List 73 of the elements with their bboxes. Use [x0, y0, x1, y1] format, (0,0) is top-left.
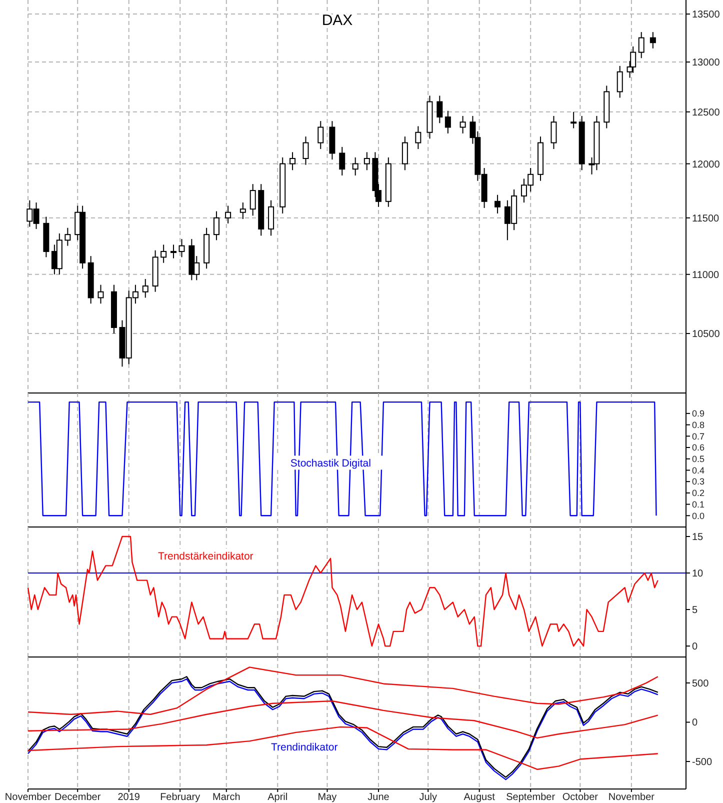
- y-tick-label: -500: [692, 757, 712, 768]
- x-tick-label: September: [506, 792, 556, 803]
- x-tick-label: July: [419, 792, 437, 803]
- candlestick: [436, 95, 443, 124]
- candlestick: [268, 200, 274, 236]
- line-series: [27, 700, 658, 739]
- y-tick-label: 0.9: [692, 408, 705, 419]
- candlestick: [240, 202, 246, 220]
- y-tick-label: 0.6: [692, 442, 705, 453]
- candlestick: [415, 126, 422, 150]
- candlestick: [402, 136, 408, 171]
- candlestick: [142, 278, 148, 298]
- candlestick: [250, 184, 256, 216]
- y-tick-label: 13500: [692, 10, 720, 21]
- y-tick-label: 500: [692, 678, 710, 690]
- y-tick-label: 0.0: [692, 510, 705, 521]
- line-series: [27, 666, 658, 715]
- candlestick: [494, 194, 501, 214]
- candlestick: [352, 156, 358, 176]
- candlestick: [444, 110, 451, 134]
- candlestick: [570, 111, 577, 129]
- x-tick-label: April: [268, 792, 288, 803]
- y-tick-label: 12000: [692, 159, 720, 170]
- candlestick: [64, 227, 71, 246]
- y-tick-label: 0: [692, 718, 698, 729]
- text: DAX: [322, 12, 353, 29]
- x-tick-label: June: [368, 792, 390, 803]
- y-tick-label: 0.8: [692, 420, 705, 430]
- text: Stochastik Digital: [290, 457, 371, 470]
- line-series: [27, 726, 658, 770]
- candlestick: [364, 152, 370, 171]
- x-tick-label: December: [54, 792, 102, 803]
- y-tick-label: 0: [692, 642, 698, 653]
- x-tick-label: November: [608, 792, 656, 803]
- x-tick-label: May: [318, 792, 337, 803]
- candlestick: [98, 284, 104, 304]
- candlestick: [170, 244, 176, 259]
- candlestick: [339, 146, 346, 176]
- x-tick-label: 2019: [118, 792, 140, 803]
- candlestick: [213, 210, 220, 241]
- y-tick-label: 11500: [692, 213, 720, 224]
- x-tick-label: October: [562, 792, 599, 803]
- x-tick-label: March: [212, 792, 240, 803]
- x-tick-label: February: [160, 792, 200, 803]
- x-tick-label: August: [464, 792, 496, 803]
- y-tick-label: 5: [692, 605, 698, 616]
- y-tick-label: 10500: [692, 329, 720, 340]
- candlestick: [550, 115, 557, 150]
- y-tick-label: 10: [692, 568, 704, 580]
- x-tick-label: November: [4, 792, 52, 803]
- candlestick: [460, 115, 466, 134]
- line-series: [27, 536, 658, 647]
- candlestick: [160, 244, 167, 264]
- candlestick: [178, 238, 185, 258]
- y-tick-label: 0.1: [692, 499, 705, 510]
- y-tick-label: 12500: [692, 107, 720, 118]
- candlestick: [302, 136, 309, 166]
- candlestick: [638, 32, 644, 59]
- candlestick: [290, 152, 296, 171]
- y-tick-label: 0.3: [692, 476, 705, 487]
- y-tick-label: 13000: [692, 58, 720, 69]
- y-tick-label: 11000: [692, 270, 720, 281]
- candlestick: [318, 120, 324, 150]
- y-tick-label: 0.4: [692, 465, 705, 476]
- candlestick: [225, 205, 232, 224]
- y-tick-label: 0.2: [692, 488, 705, 498]
- y-tick-label: 0.5: [692, 454, 705, 464]
- candlestick: [650, 32, 656, 49]
- candlestick: [616, 65, 623, 98]
- text: Trendstärkeindikator: [158, 550, 254, 562]
- text: Trendindikator: [270, 741, 338, 754]
- y-tick-label: 0.7: [692, 431, 705, 442]
- y-tick-label: 15: [692, 532, 704, 543]
